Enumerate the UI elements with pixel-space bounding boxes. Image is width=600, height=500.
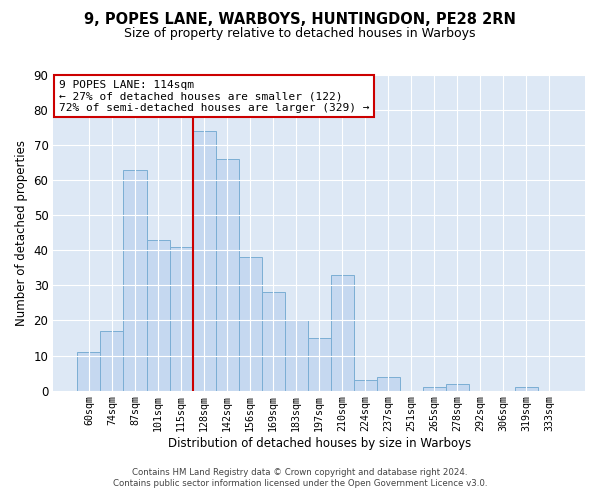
Bar <box>193 131 215 390</box>
Bar <box>239 258 262 390</box>
Text: Size of property relative to detached houses in Warboys: Size of property relative to detached ho… <box>124 28 476 40</box>
Bar <box>146 240 170 390</box>
Bar <box>215 159 239 390</box>
Bar <box>284 320 308 390</box>
Bar <box>124 170 146 390</box>
Bar <box>446 384 469 390</box>
Bar <box>170 247 193 390</box>
Text: Contains HM Land Registry data © Crown copyright and database right 2024.
Contai: Contains HM Land Registry data © Crown c… <box>113 468 487 487</box>
Bar <box>377 376 400 390</box>
Y-axis label: Number of detached properties: Number of detached properties <box>15 140 28 326</box>
Bar <box>100 331 124 390</box>
Text: 9 POPES LANE: 114sqm
← 27% of detached houses are smaller (122)
72% of semi-deta: 9 POPES LANE: 114sqm ← 27% of detached h… <box>59 80 369 113</box>
Bar <box>308 338 331 390</box>
Bar <box>515 387 538 390</box>
Text: 9, POPES LANE, WARBOYS, HUNTINGDON, PE28 2RN: 9, POPES LANE, WARBOYS, HUNTINGDON, PE28… <box>84 12 516 28</box>
Bar <box>262 292 284 390</box>
X-axis label: Distribution of detached houses by size in Warboys: Distribution of detached houses by size … <box>167 437 471 450</box>
Bar <box>423 387 446 390</box>
Bar <box>353 380 377 390</box>
Bar <box>331 275 353 390</box>
Bar <box>77 352 100 391</box>
